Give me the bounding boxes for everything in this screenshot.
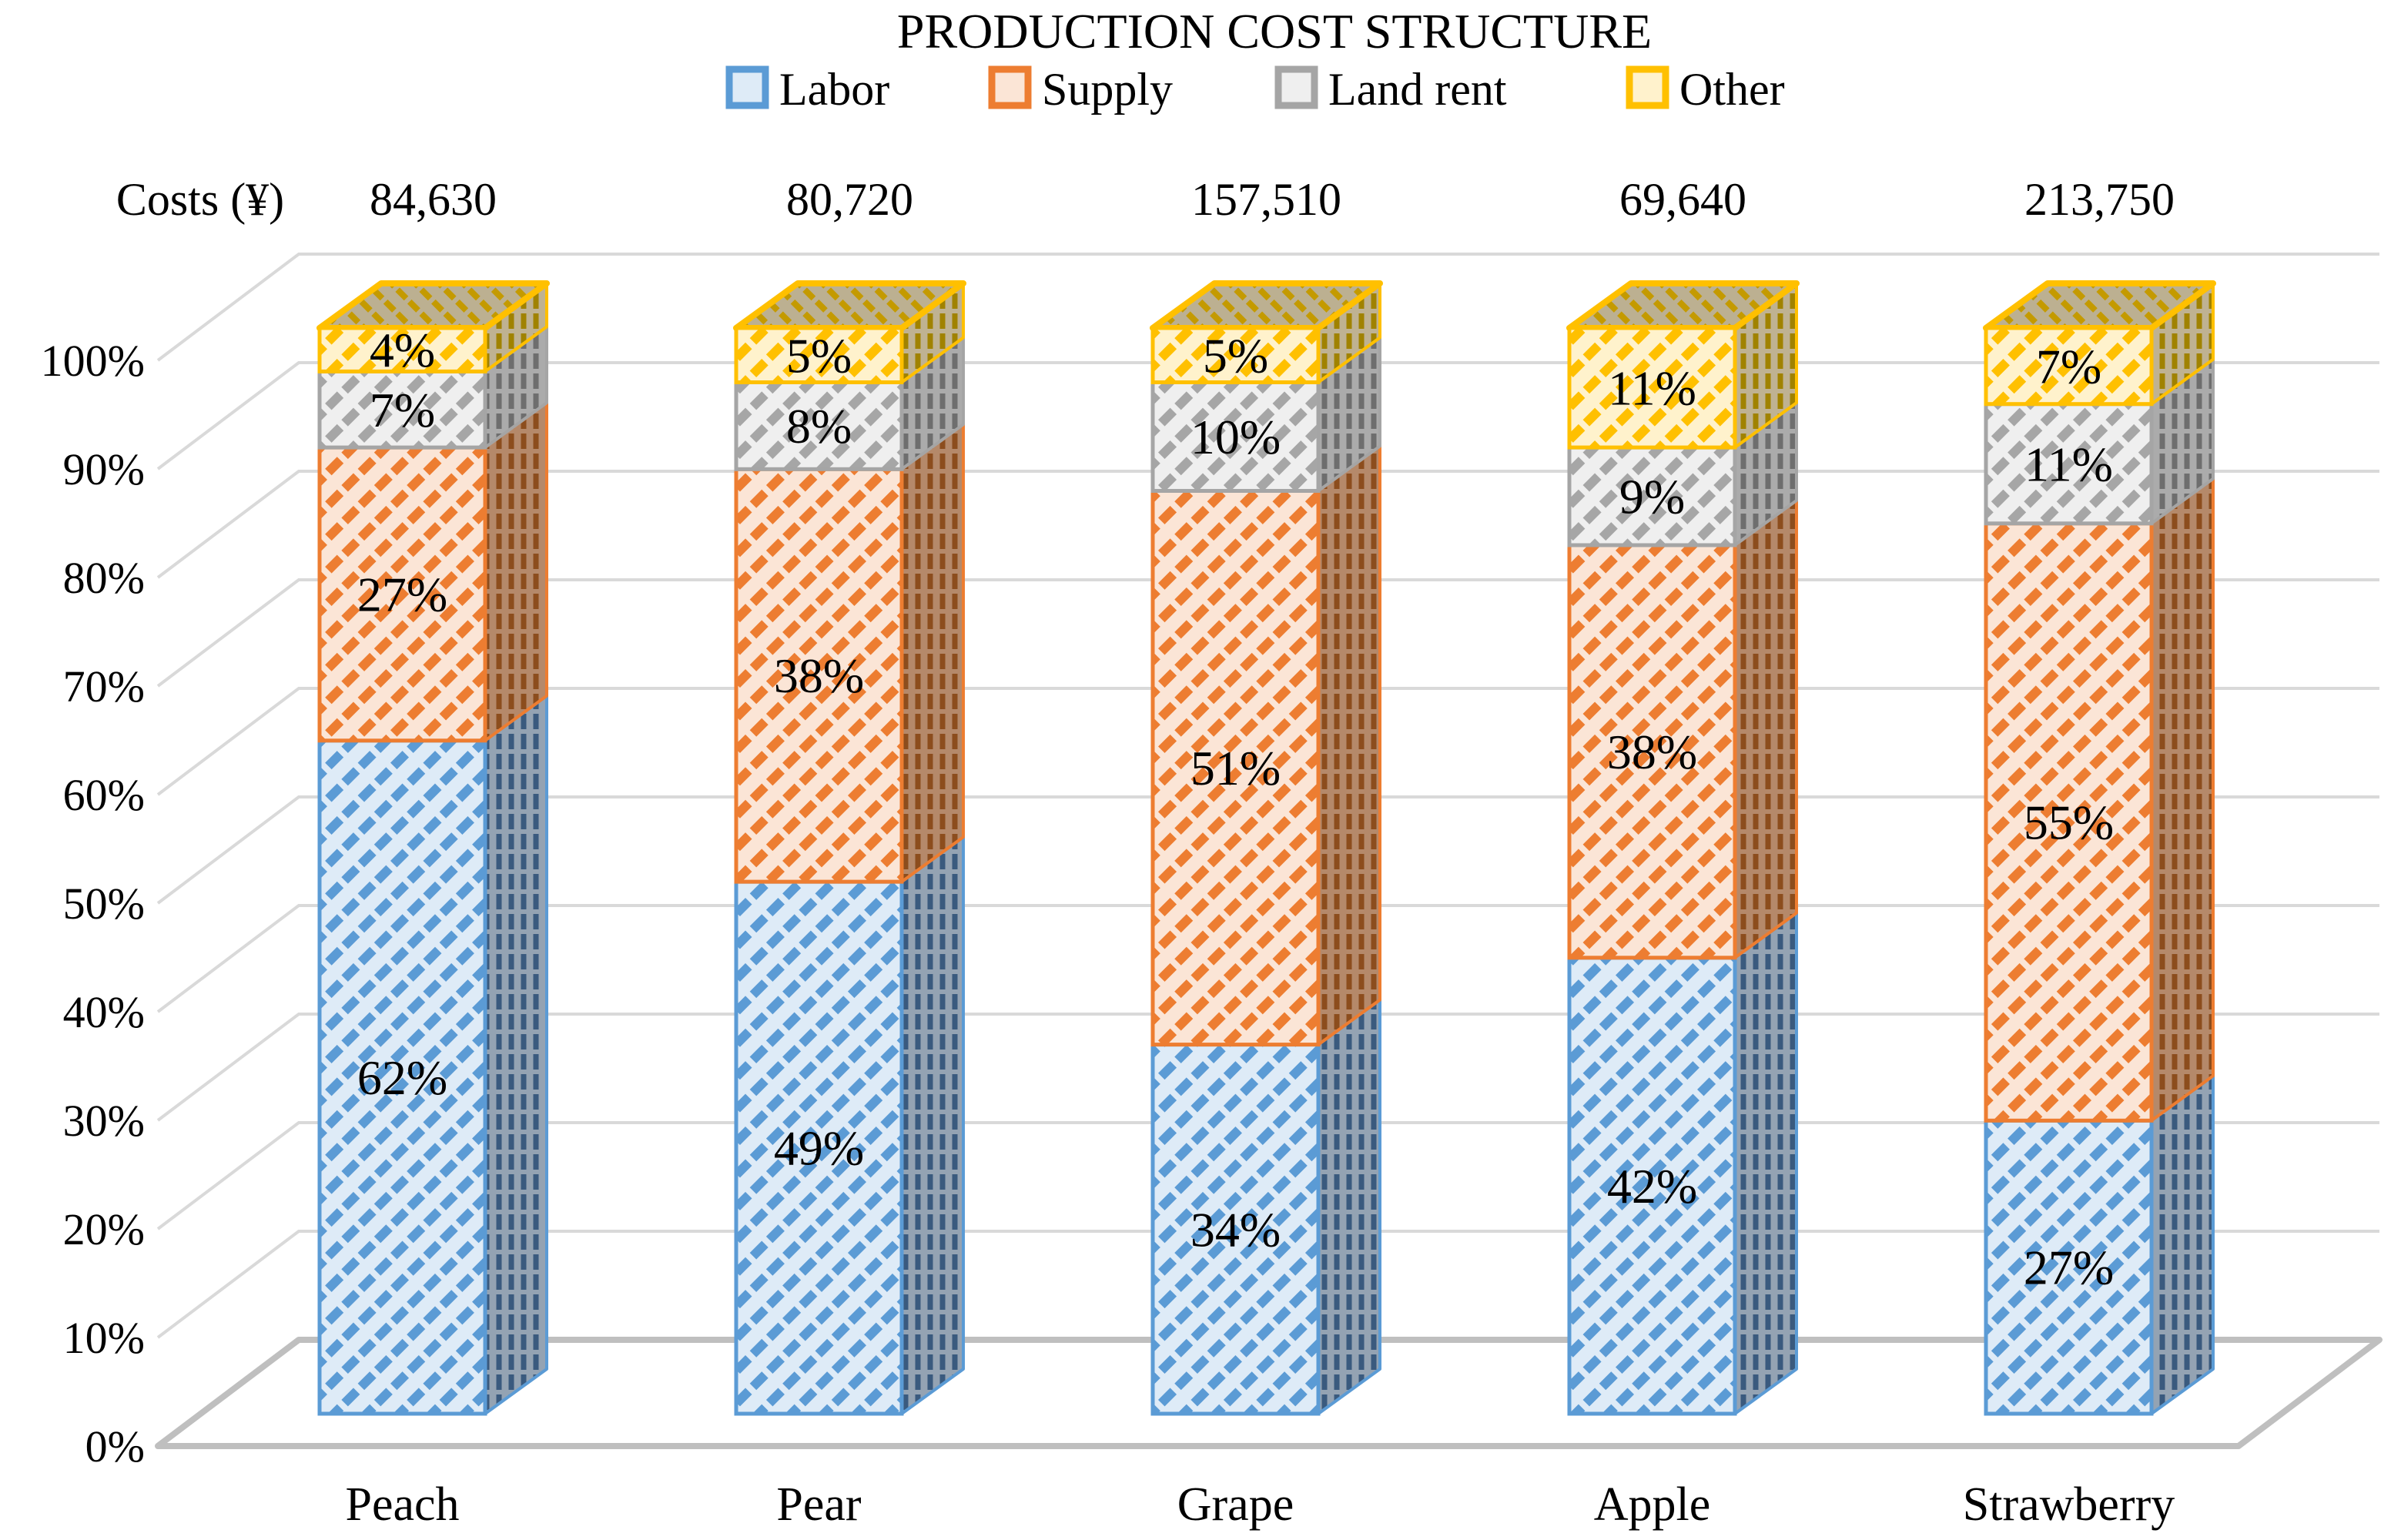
legend-label: Land rent	[1328, 64, 1507, 115]
bar-segment-supply	[317, 445, 487, 743]
bar-side-labor	[1733, 911, 1798, 1415]
gridline	[156, 253, 2379, 362]
bar-segment-other	[1984, 326, 2154, 407]
legend-swatch-supply	[988, 65, 1032, 109]
category-label: Peach	[345, 1478, 459, 1531]
cost-value: 213,750	[2024, 174, 2175, 225]
chart-title: PRODUCTION COST STRUCTURE	[897, 4, 1652, 59]
bar-side-labor	[900, 835, 965, 1415]
bar-segment-other	[1150, 326, 1321, 384]
bar-side-supply	[2150, 477, 2215, 1123]
legend-label: Supply	[1042, 64, 1173, 115]
bar-pear	[733, 280, 966, 1416]
data-label: 11%	[1608, 361, 1696, 416]
category-label: Strawberry	[1963, 1478, 2175, 1531]
bar-segment-supply	[1567, 543, 1737, 960]
bar-apple	[1566, 280, 1800, 1416]
data-label: 8%	[786, 399, 852, 454]
bar-segment-supply	[1984, 521, 2154, 1123]
bar-segment-land-rent	[317, 369, 487, 450]
bar-segment-land-rent	[1984, 402, 2154, 526]
legend-label: Other	[1679, 64, 1785, 115]
data-label: 4%	[370, 323, 435, 377]
y-tick-label: 30%	[63, 1096, 145, 1146]
legend-item-land-rent: Land rent	[1274, 64, 1507, 115]
legend-item-other: Other	[1626, 64, 1785, 115]
y-tick-label: 70%	[63, 661, 145, 711]
legend: Labor Supply Land rent Other	[725, 64, 1785, 115]
bar-side-supply	[1733, 499, 1798, 959]
data-label: 38%	[1607, 725, 1697, 779]
bar-grape	[1150, 280, 1383, 1416]
cost-value: 69,640	[1619, 174, 1746, 225]
bar-side-labor	[484, 694, 548, 1415]
y-tick-label: 10%	[63, 1313, 145, 1363]
legend-swatch-land-rent	[1274, 65, 1318, 109]
y-tick-label: 40%	[63, 987, 145, 1037]
data-labels-layer: 62% 27% 7% 4% 49% 38% 8% 5% 34% 51% 10% 5% 42% 38% 9% 1…	[357, 323, 2114, 1294]
data-label: 27%	[2024, 1240, 2114, 1295]
bar-side-labor	[2150, 1074, 2215, 1415]
gridlines-layer	[156, 253, 2379, 1339]
bar-segment-labor	[1150, 1043, 1321, 1416]
data-label: 38%	[774, 648, 864, 703]
bar-strawberry	[1983, 280, 2216, 1416]
y-tick-label: 90%	[63, 444, 145, 494]
data-label: 34%	[1190, 1202, 1281, 1257]
bar-side-supply	[900, 423, 965, 884]
bar-side-supply	[1317, 444, 1381, 1046]
bar-segment-supply	[1150, 489, 1321, 1047]
floor-layer	[155, 1337, 2383, 1449]
legend-swatch-other	[1626, 65, 1669, 109]
data-label: 11%	[2024, 437, 2113, 491]
data-label: 5%	[786, 328, 852, 383]
y-tick-label: 80%	[63, 553, 145, 603]
y-tick-label: 20%	[63, 1204, 145, 1254]
cost-value: 157,510	[1191, 174, 1341, 225]
data-label: 7%	[370, 383, 435, 437]
data-label: 55%	[2024, 795, 2114, 850]
data-label: 51%	[1190, 741, 1281, 795]
y-tick-label: 100%	[41, 336, 145, 386]
bar-side-supply	[484, 401, 548, 742]
data-label: 5%	[1203, 328, 1268, 383]
data-label: 49%	[774, 1121, 864, 1176]
bar-segment-land-rent	[1567, 445, 1737, 547]
legend-swatch-labor	[725, 65, 769, 109]
bars-layer	[316, 280, 2216, 1416]
axis-labels-layer: 0% 10% 20% 30% 40% 50% 60% 70% 80% 90% 100% 84,630 8…	[41, 174, 2175, 1531]
bar-segment-labor	[1984, 1118, 2154, 1416]
data-label: 7%	[2036, 339, 2101, 393]
costs-row-header: Costs (¥)	[116, 174, 284, 225]
bar-segment-supply	[734, 467, 904, 884]
bar-segment-labor	[317, 738, 487, 1416]
cost-value: 84,630	[370, 174, 497, 225]
category-label: Grape	[1177, 1478, 1294, 1531]
bar-segment-other	[1567, 326, 1737, 450]
bar-side-labor	[1317, 998, 1381, 1415]
bar-segment-labor	[1567, 956, 1737, 1416]
data-label: 9%	[1619, 470, 1685, 524]
y-tick-label: 50%	[63, 879, 145, 929]
data-label: 62%	[357, 1050, 447, 1105]
data-label: 27%	[357, 567, 447, 621]
data-label: 10%	[1190, 410, 1281, 464]
legend-item-labor: Labor	[725, 64, 889, 115]
legend-item-supply: Supply	[988, 64, 1173, 115]
cost-value: 80,720	[786, 174, 913, 225]
data-label: 42%	[1607, 1159, 1697, 1214]
y-tick-label: 0%	[85, 1421, 145, 1471]
category-label: Pear	[776, 1478, 862, 1531]
y-tick-label: 60%	[63, 770, 145, 820]
category-label: Apple	[1594, 1478, 1711, 1531]
bar-segment-other	[734, 326, 904, 384]
bar-peach	[316, 280, 550, 1416]
bar-segment-other	[317, 326, 487, 373]
chart-floor	[155, 1337, 2383, 1449]
legend-label: Labor	[779, 64, 889, 115]
